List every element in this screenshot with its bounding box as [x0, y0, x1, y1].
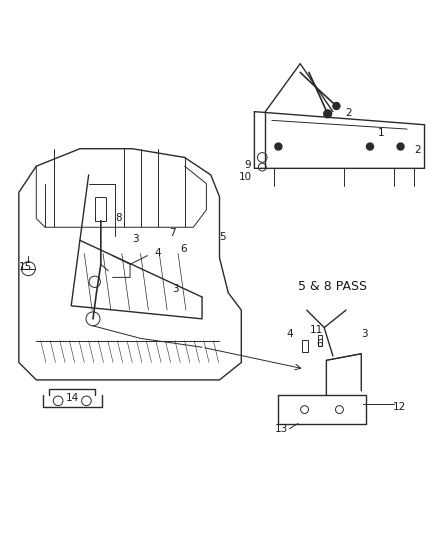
Text: 12: 12: [392, 402, 405, 412]
Bar: [317, 335, 322, 346]
Text: 3: 3: [360, 329, 367, 339]
Text: 15: 15: [19, 262, 32, 271]
Circle shape: [366, 143, 373, 150]
Text: 2: 2: [344, 108, 351, 118]
Text: 8: 8: [115, 213, 121, 223]
Text: 13: 13: [274, 424, 287, 434]
Text: 4: 4: [154, 248, 160, 259]
Circle shape: [396, 143, 403, 150]
Text: 4: 4: [285, 329, 292, 339]
Text: 9: 9: [244, 160, 251, 171]
Text: 5: 5: [219, 232, 226, 242]
Text: 11: 11: [309, 325, 322, 335]
Circle shape: [274, 143, 281, 150]
Text: 14: 14: [65, 393, 78, 403]
Text: 3: 3: [132, 235, 139, 245]
Text: 10: 10: [239, 172, 252, 182]
Bar: [302, 340, 307, 352]
Circle shape: [332, 102, 339, 109]
Text: 7: 7: [169, 228, 175, 238]
Text: 3: 3: [171, 284, 178, 294]
Circle shape: [323, 110, 331, 118]
Bar: [95, 197, 106, 221]
Text: 6: 6: [316, 339, 322, 349]
Text: 2: 2: [414, 144, 420, 155]
Text: 6: 6: [180, 244, 187, 254]
Text: 5 & 8 PASS: 5 & 8 PASS: [298, 280, 367, 293]
Text: 1: 1: [377, 128, 383, 139]
